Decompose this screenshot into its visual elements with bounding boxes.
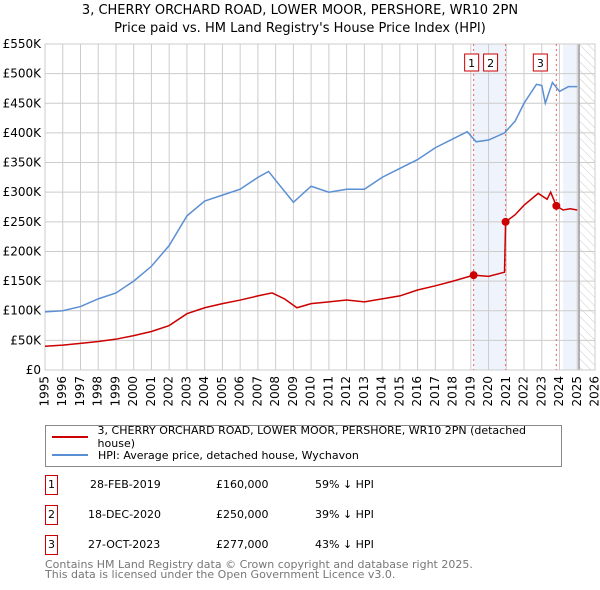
x-tick-label: 2001 [144,376,158,407]
y-tick-label: £300K [3,185,43,199]
y-tick-label: £150K [3,274,43,288]
x-tick-label: 2024 [552,376,566,407]
sale-price: £250,000 [216,508,269,521]
x-tick-label: 1998 [91,376,105,407]
sale-label-box [483,53,499,72]
x-tick-label: 2014 [375,376,389,407]
property-line [44,190,578,348]
subtitle-line: Price paid vs. HM Land Registry's House … [114,21,486,36]
title-line: 3, CHERRY ORCHARD ROAD, LOWER MOOR, PERS… [81,3,519,18]
future-hatch [579,44,595,370]
legend-swatch [52,436,88,438]
sale-delta: 39% ↓ HPI [315,508,374,521]
sale-label: 1 [468,57,475,70]
legend-item-property: 3, CHERRY ORCHARD ROAD, LOWER MOOR, PERS… [52,424,561,450]
x-tick-label: 2008 [268,376,282,407]
sale-price: £277,000 [216,538,269,551]
x-tick-label: 1995 [38,376,52,407]
y-tick-label: £350K [3,156,43,170]
y-tick-label: £200K [3,244,43,258]
shaded-period [473,44,506,370]
x-tick-label: 1999 [108,376,122,407]
sale-delta: 59% ↓ HPI [315,478,374,491]
x-tick-label: 2013 [357,376,371,407]
chart-svg: £0 £50K £100K £150K £200K £250K £300K £350K £400… [3,37,600,407]
sale-point [552,201,561,210]
hpi-line [44,80,578,313]
sale-date: 27-OCT-2023 [88,538,161,551]
y-tick-label: £550K [3,37,43,51]
sale-delta: 43% ↓ HPI [315,538,374,551]
x-tick-label: 2012 [339,376,353,407]
x-tick-label: 2017 [428,376,442,407]
shaded-period [563,44,580,370]
x-tick-label: 2000 [126,376,140,407]
footer: Contains HM Land Registry data © Crown c… [45,558,473,581]
x-tick-label: 2016 [410,376,424,407]
sale-label-box [532,53,548,72]
footer-line: Contains HM Land Registry data © Crown c… [45,558,473,571]
chart-title: 3, CHERRY ORCHARD ROAD, LOWER MOOR, PERS… [0,2,600,38]
y-tick-label: £50K [10,333,42,347]
y-tick-label: £250K [3,215,43,229]
footer-line: This data is licensed under the Open Gov… [45,568,396,581]
x-tick-label: 2015 [392,376,406,407]
legend-swatch [52,454,88,456]
x-tick-label: 2006 [233,376,247,407]
legend: 3, CHERRY ORCHARD ROAD, LOWER MOOR, PERS… [45,424,562,467]
legend-item-hpi: HPI: Average price, detached house, Wych… [52,447,359,463]
sale-label: 3 [537,57,544,70]
table-row: 1 28-FEB-2019 £160,000 59% ↓ HPI [45,475,445,495]
sale-badge: 3 [45,535,58,555]
x-tick-label: 2010 [304,376,318,407]
sale-price: £160,000 [216,478,269,491]
y-tick-label: £500K [3,67,43,81]
x-tick-label: 1996 [55,376,69,407]
x-tick-label: 2018 [446,376,460,407]
sale-badge: 1 [45,475,58,495]
sale-point [469,271,478,280]
x-tick-label: 2021 [499,376,513,407]
x-tick-label: 2020 [481,376,495,407]
x-tick-label: 2011 [321,376,335,407]
sale-badge: 2 [45,505,58,525]
y-tick-label: £100K [3,304,43,318]
x-tick-label: 2004 [197,376,211,407]
x-tick-label: 2019 [463,376,477,407]
x-tick-label: 2025 [570,376,584,407]
x-tick-label: 2009 [286,376,300,407]
legend-label: 3, CHERRY ORCHARD ROAD, LOWER MOOR, PERS… [97,424,526,450]
sale-label: 2 [487,57,494,70]
y-tick-label: £0 [26,363,41,377]
y-tick-label: £400K [3,126,43,140]
x-tick-label: 2003 [179,376,193,407]
x-tick-label: 2007 [250,376,264,407]
plot-frame [44,43,596,371]
x-tick-label: 2002 [162,376,176,407]
sale-point [501,217,510,226]
x-tick-label: 1997 [73,376,87,407]
x-tick-label: 2005 [215,376,229,407]
x-tick-label: 2022 [517,376,531,407]
y-tick-label: £450K [3,96,43,110]
x-tick-label: 2026 [588,376,600,407]
sale-date: 18-DEC-2020 [88,508,162,521]
legend-label: HPI: Average price, detached house, Wych… [98,448,359,462]
sale-label-box [464,53,480,72]
sale-date: 28-FEB-2019 [90,478,161,491]
table-row: 2 18-DEC-2020 £250,000 39% ↓ HPI [45,505,445,525]
table-row: 3 27-OCT-2023 £277,000 43% ↓ HPI [45,535,445,555]
x-tick-label: 2023 [534,376,548,407]
